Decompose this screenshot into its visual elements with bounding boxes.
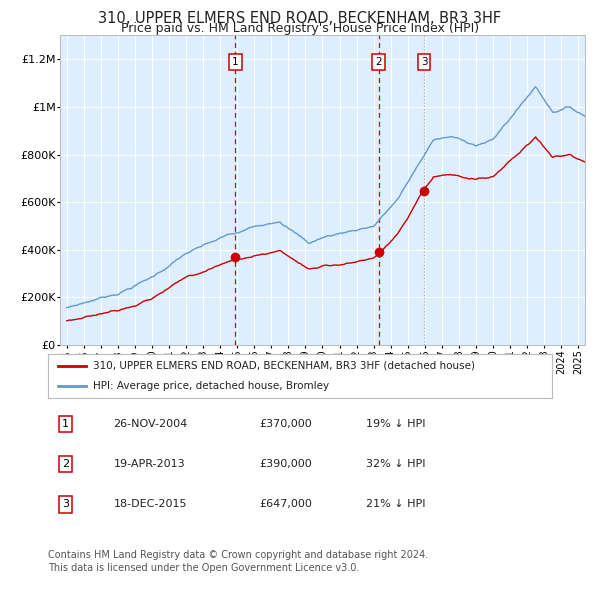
Text: 19% ↓ HPI: 19% ↓ HPI — [365, 419, 425, 429]
Text: Contains HM Land Registry data © Crown copyright and database right 2024.
This d: Contains HM Land Registry data © Crown c… — [48, 550, 428, 573]
Text: 21% ↓ HPI: 21% ↓ HPI — [365, 500, 425, 509]
Text: 19-APR-2013: 19-APR-2013 — [113, 460, 185, 469]
Text: Price paid vs. HM Land Registry's House Price Index (HPI): Price paid vs. HM Land Registry's House … — [121, 22, 479, 35]
Text: 32% ↓ HPI: 32% ↓ HPI — [365, 460, 425, 469]
Text: 310, UPPER ELMERS END ROAD, BECKENHAM, BR3 3HF (detached house): 310, UPPER ELMERS END ROAD, BECKENHAM, B… — [94, 361, 475, 371]
Text: HPI: Average price, detached house, Bromley: HPI: Average price, detached house, Brom… — [94, 381, 329, 391]
Text: 3: 3 — [62, 500, 69, 509]
Text: 3: 3 — [421, 57, 427, 67]
Text: £390,000: £390,000 — [260, 460, 313, 469]
Text: 2: 2 — [375, 57, 382, 67]
Text: 26-NOV-2004: 26-NOV-2004 — [113, 419, 188, 429]
Text: 18-DEC-2015: 18-DEC-2015 — [113, 500, 187, 509]
Text: 310, UPPER ELMERS END ROAD, BECKENHAM, BR3 3HF: 310, UPPER ELMERS END ROAD, BECKENHAM, B… — [98, 11, 502, 25]
Text: £647,000: £647,000 — [260, 500, 313, 509]
Text: 1: 1 — [232, 57, 239, 67]
Text: 2: 2 — [62, 460, 69, 469]
Text: £370,000: £370,000 — [260, 419, 313, 429]
Text: 1: 1 — [62, 419, 69, 429]
